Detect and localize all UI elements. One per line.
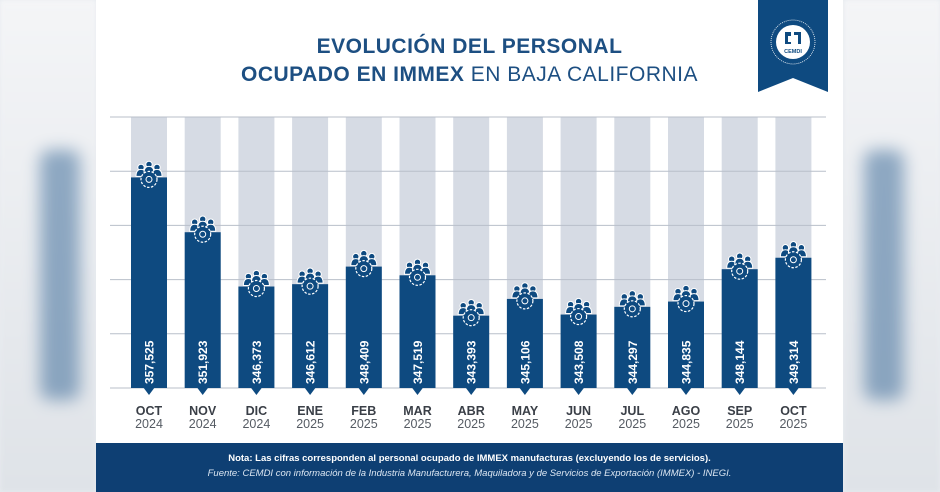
people-gear-icon bbox=[457, 298, 485, 327]
bar-pointer bbox=[411, 387, 424, 395]
bar bbox=[560, 314, 597, 388]
month-label: ABR bbox=[458, 404, 485, 418]
people-gear-icon bbox=[779, 241, 807, 269]
bar bbox=[238, 286, 275, 388]
year-label: 2025 bbox=[457, 417, 485, 431]
bar bbox=[131, 177, 167, 388]
people-gear-icon bbox=[726, 252, 754, 280]
infographic-card: EVOLUCIÓN DEL PERSONAL OCUPADO EN IMMEX … bbox=[96, 0, 843, 492]
month-label: OCT bbox=[136, 404, 163, 418]
year-label: 2025 bbox=[565, 417, 593, 431]
bar bbox=[721, 269, 758, 388]
data-label: 344,297 bbox=[626, 340, 640, 384]
people-gear-icon bbox=[135, 160, 163, 189]
month-label: JUL bbox=[620, 404, 644, 418]
data-label: 343,393 bbox=[465, 340, 479, 384]
month-label: DIC bbox=[246, 404, 268, 418]
month-label: SEP bbox=[727, 404, 752, 418]
people-gear-icon bbox=[618, 290, 646, 318]
data-label: 351,923 bbox=[196, 340, 210, 384]
year-label: 2025 bbox=[350, 417, 378, 431]
data-label: 349,314 bbox=[787, 340, 801, 384]
bar-pointer bbox=[304, 387, 317, 395]
bar-pointer bbox=[143, 387, 155, 395]
bar-pointer bbox=[250, 387, 263, 395]
people-gear-icon bbox=[403, 258, 432, 286]
people-gear-icon bbox=[565, 297, 593, 326]
year-label: 2024 bbox=[135, 417, 163, 431]
data-label: 348,144 bbox=[733, 340, 747, 384]
year-label: 2024 bbox=[189, 417, 217, 431]
bar bbox=[775, 257, 812, 388]
year-label: 2025 bbox=[672, 417, 700, 431]
data-label: 357,525 bbox=[143, 340, 157, 384]
year-label: 2025 bbox=[511, 417, 539, 431]
month-label: ENE bbox=[297, 404, 323, 418]
bar-pointer bbox=[733, 387, 746, 395]
bar bbox=[184, 232, 221, 388]
data-label: 343,508 bbox=[572, 340, 586, 384]
year-label: 2024 bbox=[242, 417, 270, 431]
data-label: 345,106 bbox=[518, 340, 532, 384]
year-label: 2025 bbox=[726, 417, 754, 431]
bar-pointer bbox=[680, 387, 692, 395]
month-label: MAY bbox=[512, 404, 539, 418]
people-gear-icon bbox=[242, 269, 270, 298]
title-bold: OCUPADO EN IMMEX bbox=[240, 63, 465, 86]
month-label: OCT bbox=[780, 404, 807, 418]
cemdi-logo: CEMDI bbox=[758, 0, 828, 92]
bar bbox=[345, 266, 382, 388]
month-label: AGO bbox=[672, 404, 701, 418]
people-gear-icon bbox=[296, 267, 324, 295]
svg-text:CEMDI: CEMDI bbox=[784, 49, 802, 55]
year-label: 2025 bbox=[618, 417, 646, 431]
data-label: 346,373 bbox=[250, 340, 264, 384]
data-label: 347,519 bbox=[411, 340, 425, 384]
title-thin: EN BAJA CALIFORNIA bbox=[464, 63, 699, 86]
month-label: MAR bbox=[403, 404, 431, 418]
blurred-background-left bbox=[0, 0, 96, 492]
data-label: 344,835 bbox=[680, 340, 694, 384]
people-gear-icon bbox=[350, 249, 378, 278]
bar-pointer bbox=[196, 387, 209, 395]
people-gear-icon bbox=[189, 215, 217, 243]
people-gear-icon bbox=[511, 282, 539, 310]
blurred-background-right bbox=[844, 0, 940, 492]
bar bbox=[399, 275, 436, 388]
bar-pointer bbox=[465, 387, 478, 395]
bar bbox=[292, 284, 329, 388]
bar bbox=[506, 298, 543, 388]
year-label: 2025 bbox=[779, 417, 807, 431]
footer-note: Nota: Las cifras corresponden al persona… bbox=[228, 453, 711, 464]
data-label: 346,612 bbox=[304, 340, 318, 384]
bar-pointer bbox=[787, 387, 800, 395]
bar-chart: 357,525OCT2024351,923NOV2024346,373DIC20… bbox=[110, 116, 826, 431]
bar bbox=[453, 315, 490, 388]
footer-source: Fuente: CEMDI con información de la Indu… bbox=[207, 468, 732, 479]
bar bbox=[668, 301, 704, 388]
month-label: FEB bbox=[351, 404, 376, 418]
people-gear-icon bbox=[672, 284, 700, 313]
bar-pointer bbox=[357, 387, 370, 395]
year-label: 2025 bbox=[296, 417, 324, 431]
month-label: NOV bbox=[189, 404, 217, 418]
data-label: 348,409 bbox=[357, 340, 371, 384]
bar bbox=[614, 306, 651, 388]
month-label: JUN bbox=[566, 404, 591, 418]
title-line-2: OCUPADO EN IMMEX EN BAJA CALIFORNIA bbox=[96, 61, 843, 89]
bar-pointer bbox=[518, 387, 531, 395]
year-label: 2025 bbox=[404, 417, 432, 431]
title-line-1: EVOLUCIÓN DEL PERSONAL bbox=[316, 35, 623, 58]
bar-pointer bbox=[572, 387, 585, 395]
bar-pointer bbox=[626, 387, 639, 395]
footer: Nota: Las cifras corresponden al persona… bbox=[96, 443, 843, 492]
